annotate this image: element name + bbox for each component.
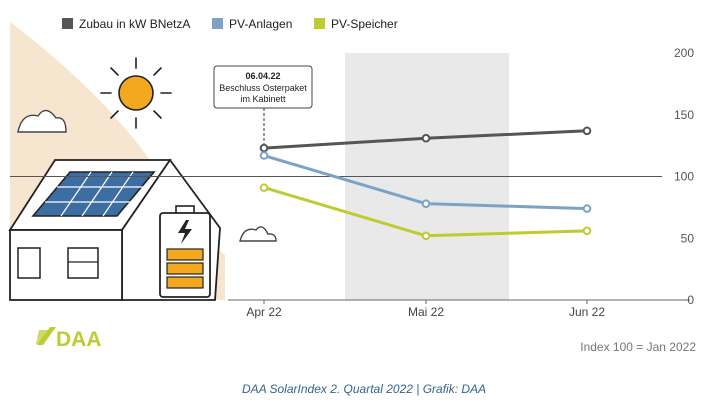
data-point: [582, 226, 592, 236]
y-tick-label: 100: [674, 170, 694, 184]
data-point: [259, 183, 269, 192]
data-point: [582, 126, 592, 136]
legend-swatch: [314, 18, 325, 29]
legend-label: PV-Speicher: [331, 17, 398, 31]
y-tick-label: 150: [674, 108, 694, 122]
annotation-line1: Beschluss Osterpaket: [219, 83, 307, 93]
index-note: Index 100 = Jan 2022: [580, 340, 696, 354]
data-point: [259, 143, 269, 153]
annotation: 06.04.22 Beschluss Osterpaket im Kabinet…: [213, 65, 313, 145]
annotation-line2: im Kabinett: [240, 94, 286, 104]
figure-caption: DAA SolarIndex 2. Quartal 2022 | Grafik:…: [241, 382, 487, 396]
x-tick-label: Jun 22: [569, 305, 605, 319]
y-tick-label: 0: [687, 293, 694, 307]
legend-label: Zubau in kW BNetzA: [79, 17, 190, 31]
legend-label: PV-Anlagen: [229, 17, 292, 31]
solar-panel-icon: [31, 171, 156, 217]
battery-icon: [159, 205, 211, 298]
y-axis: 0 50 100 150 200: [674, 46, 694, 307]
data-point: [421, 133, 431, 143]
annotation-date: 06.04.22: [245, 71, 280, 81]
data-point: [421, 231, 431, 241]
legend-swatch: [62, 18, 73, 29]
cloud-icon: [17, 109, 67, 133]
daa-logo: DAA: [36, 327, 102, 351]
data-point: [259, 151, 269, 160]
data-point: [582, 204, 592, 213]
legend: Zubau in kW BNetzA PV-Anlagen PV-Speicher: [62, 17, 398, 31]
legend-swatch: [212, 18, 223, 29]
x-tick-label: Apr 22: [246, 305, 282, 319]
y-tick-label: 50: [681, 231, 695, 245]
y-tick-label: 200: [674, 46, 694, 60]
x-tick-label: Mai 22: [408, 305, 444, 319]
cloud-icon: [239, 226, 277, 242]
x-axis: Apr 22 Mai 22 Jun 22: [246, 300, 605, 319]
series-layer: [259, 126, 592, 241]
logo-text: DAA: [56, 328, 102, 351]
sun-icon: [100, 57, 172, 129]
data-point: [421, 199, 431, 208]
